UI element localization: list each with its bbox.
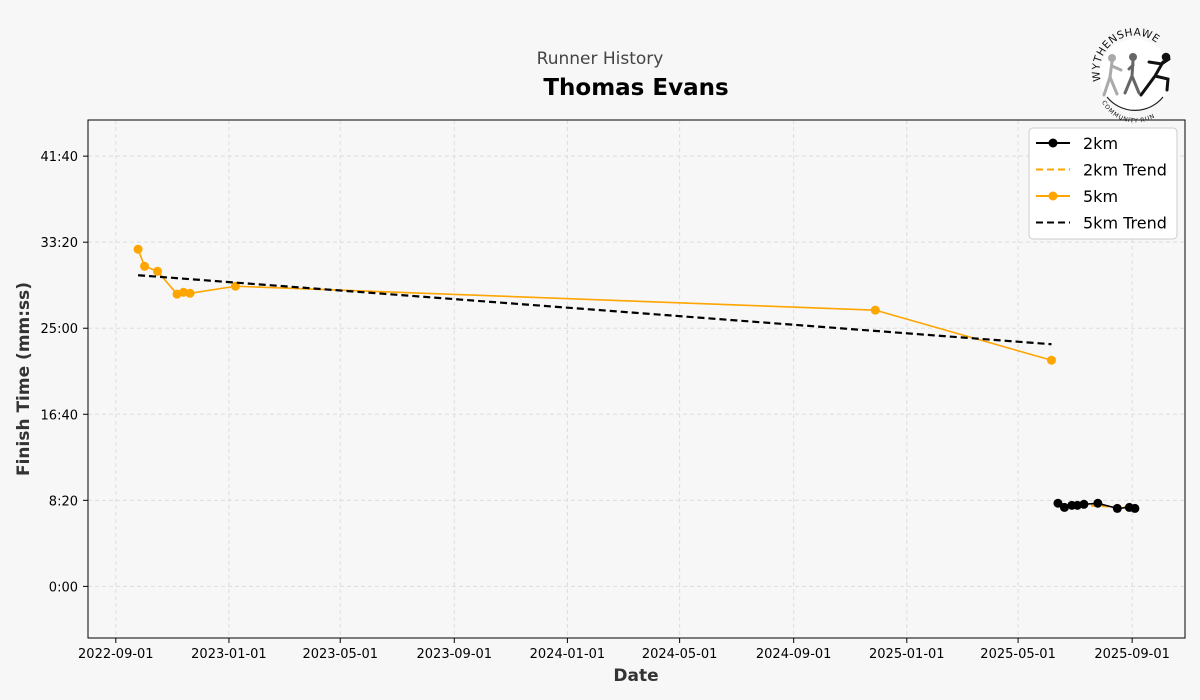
y-tick-label: 16:40: [41, 408, 78, 423]
y-tick-label: 25:00: [41, 322, 78, 337]
data-point-2km: [1112, 503, 1122, 513]
data-point-2km: [1059, 502, 1069, 512]
legend-marker: [1048, 191, 1058, 201]
data-point-2km: [1053, 498, 1063, 508]
x-axis-ticks: 2022-09-01 2023-01-01 2023-05-01 2023-09-01…: [78, 638, 1170, 662]
x-tick-label: 2025-09-01: [1094, 647, 1170, 662]
y-tick-label: 33:20: [41, 236, 78, 251]
plot-area: [87, 119, 1186, 639]
series-line-5km-trend: [137, 274, 1052, 346]
chart-subtitle: Runner History: [537, 49, 664, 69]
legend-box: [1028, 127, 1178, 240]
x-tick-label: 2023-05-01: [302, 647, 378, 662]
x-tick-label: 2025-01-01: [869, 647, 945, 662]
series-layer: [133, 244, 1140, 513]
chart-title: Thomas Evans: [543, 75, 728, 101]
y-axis-label: Finish Time (mm:ss): [14, 282, 34, 476]
data-point-5km: [230, 281, 240, 291]
data-point-5km: [185, 288, 195, 298]
x-axis-label: Date: [613, 666, 658, 686]
x-tick-label: 2023-09-01: [417, 647, 493, 662]
logo: WYTHENSHAWE COMMUNITY RUN: [1090, 26, 1171, 125]
data-point-5km: [870, 305, 880, 315]
data-point-2km: [1093, 498, 1103, 508]
data-point-5km: [153, 266, 163, 276]
x-tick-label: 2024-01-01: [530, 647, 606, 662]
data-point-2km: [1130, 503, 1140, 513]
runner-icon: [1102, 52, 1171, 97]
x-tick-label: 2024-09-01: [756, 647, 832, 662]
x-tick-label: 2024-05-01: [642, 647, 718, 662]
legend-label: 5km: [1083, 187, 1118, 206]
legend-label: 2km: [1083, 134, 1118, 153]
x-tick-label: 2023-01-01: [191, 647, 267, 662]
data-point-5km: [1046, 355, 1056, 365]
y-tick-label: 0:00: [49, 580, 78, 595]
y-axis-ticks: 0:00 8:20 16:40 25:00 33:20 41:40: [41, 150, 88, 595]
legend-label: 5km Trend: [1083, 214, 1167, 233]
series-line-5km: [137, 248, 1052, 362]
x-tick-label: 2025-05-01: [980, 647, 1056, 662]
grid: [88, 120, 1185, 638]
data-point-5km: [133, 244, 143, 254]
data-point-2km: [1079, 499, 1089, 509]
legend-marker: [1048, 138, 1058, 148]
data-point-5km: [140, 261, 150, 271]
legend-label: 2km Trend: [1083, 161, 1167, 180]
legend: 2km 2km Trend 5km 5km Trend: [1028, 127, 1178, 240]
x-tick-label: 2022-09-01: [78, 647, 154, 662]
y-tick-label: 41:40: [41, 150, 78, 165]
y-tick-label: 8:20: [49, 494, 78, 509]
